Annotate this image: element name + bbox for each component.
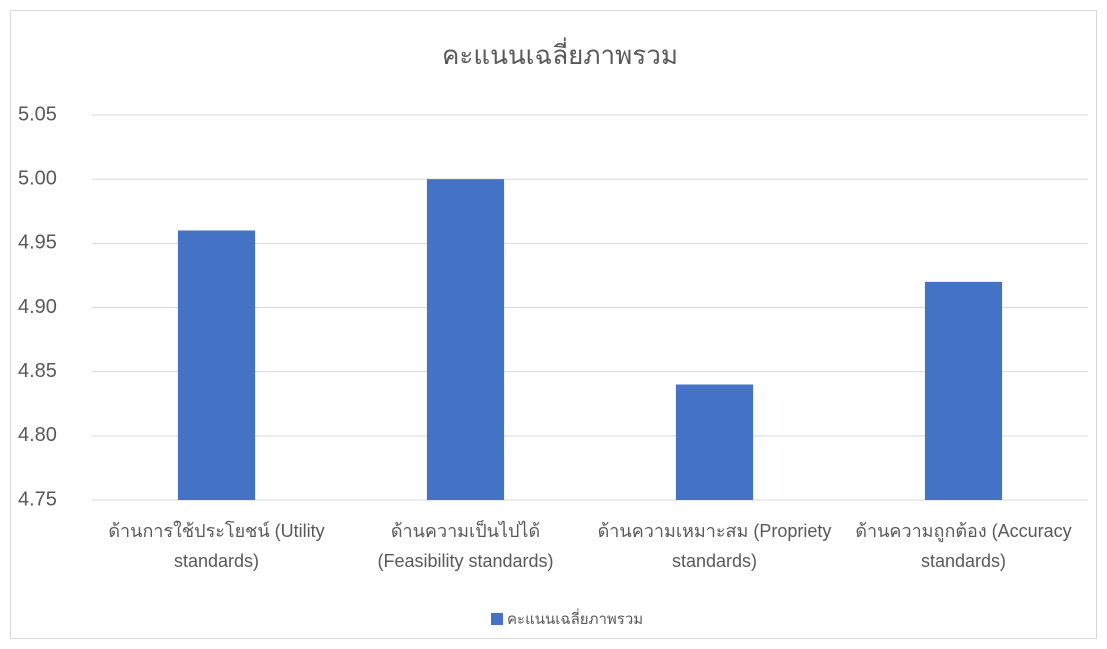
chart-title: คะแนนเฉลี่ยภาพรวม	[442, 37, 678, 70]
y-tick-label: 4.85	[18, 360, 57, 382]
x-tick-label: ด้านการใช้ประโยชน์ (Utility standards)	[108, 521, 325, 571]
x-tick-label: ด้านความถูกต้อง (Accuracy standards)	[855, 521, 1072, 571]
bar	[177, 230, 256, 500]
y-tick-label: 4.95	[18, 232, 57, 254]
y-tick-label: 4.75	[18, 488, 57, 510]
bar	[924, 281, 1003, 500]
legend-swatch	[491, 613, 503, 625]
y-tick-label: 5.05	[18, 103, 57, 125]
x-tick-label: ด้านความเหมาะสม (Propriety standards)	[597, 521, 832, 571]
x-tick-label: ด้านความเป็นไปได้ (Feasibility standards…	[377, 521, 554, 571]
y-tick-label: 4.90	[18, 296, 57, 318]
y-tick-label: 4.80	[18, 424, 57, 446]
bar	[675, 384, 754, 500]
legend-label: คะแนนเฉลี่ยภาพรวม	[507, 608, 643, 628]
y-tick-label: 5.00	[18, 167, 57, 189]
bar	[426, 179, 505, 500]
